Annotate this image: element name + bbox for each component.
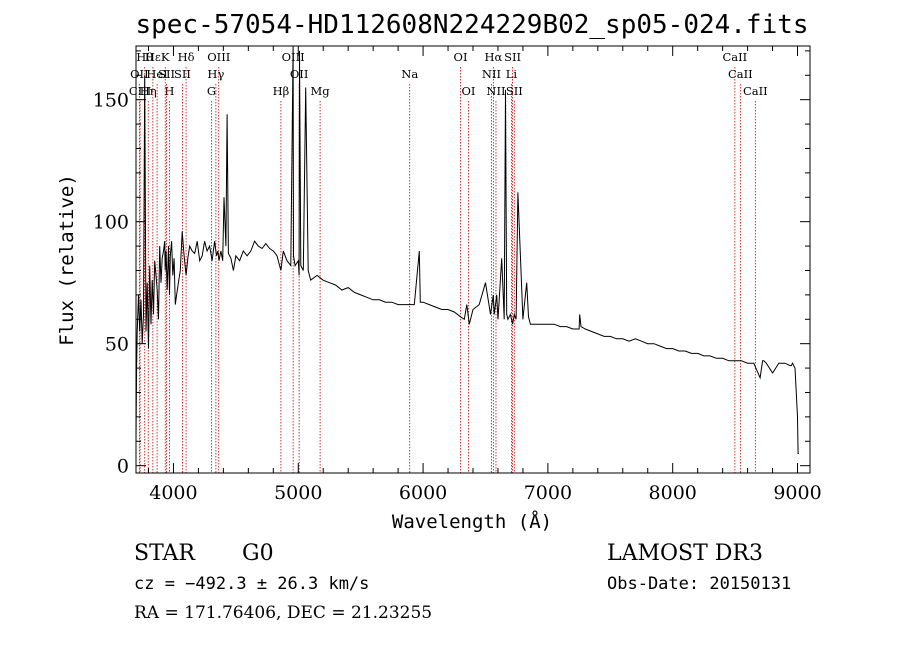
line-label-10: SII [174, 67, 191, 81]
y-axis-ticks: 0 50 100 150 [93, 50, 810, 478]
chart-title: spec-57054-HD112608N224229B02_sp05-024.f… [135, 10, 808, 40]
line-label-20: OI [462, 84, 476, 98]
line-label-24: Li [506, 67, 518, 81]
line-label-12: OIII [207, 50, 230, 64]
observation-date: Obs-Date: 20150131 [607, 574, 791, 594]
line-label-8: SII [158, 67, 175, 81]
line-label-2: OII [130, 67, 149, 81]
x-axis-label: Wavelength (Å) [392, 510, 552, 533]
x-tick-label: 4000 [149, 482, 197, 504]
survey-name: LAMOST DR3 [607, 541, 763, 566]
x-tick-label: 5000 [274, 482, 322, 504]
line-label-13: G [207, 84, 216, 98]
line-label-0: Hθ [136, 50, 153, 64]
line-label-17: Mg [311, 84, 331, 98]
redshift-velocity: cz = −492.3 ± 26.3 km/s [134, 574, 369, 594]
spectrum-line [135, 45, 799, 454]
line-label-9: Hδ [178, 50, 195, 64]
object-class: STAR [134, 541, 196, 566]
line-label-5: HeI [146, 67, 167, 81]
y-tick-label: 100 [93, 212, 129, 234]
line-label-14: Hβ [273, 84, 290, 98]
line-label-19: OI [454, 50, 468, 64]
x-tick-label: 9000 [773, 482, 821, 504]
x-tick-label: 7000 [524, 482, 572, 504]
plot-frame [135, 45, 811, 474]
line-label-6: K [161, 50, 170, 64]
line-label-22: NII [482, 67, 501, 81]
x-tick-label: 6000 [399, 482, 447, 504]
line-label-7: H [164, 84, 174, 98]
x-axis-ticks: 4000 5000 6000 7000 8000 9000 [147, 46, 822, 504]
line-label-11: Hγ [207, 67, 224, 81]
line-label-3: CIII [129, 84, 151, 98]
line-label-4: Hε [145, 50, 161, 64]
y-tick-label: 0 [117, 456, 129, 478]
coordinates: RA = 171.76406, DEC = 21.23255 [134, 603, 432, 623]
line-label-18: Na [401, 67, 418, 81]
line-label-25: SII [504, 50, 521, 64]
line-label-27: CaII [722, 50, 747, 64]
x-tick-label: 8000 [649, 482, 697, 504]
line-label-29: CaII [743, 84, 768, 98]
object-subclass: G0 [242, 541, 274, 566]
line-label-23: NII [486, 84, 505, 98]
y-axis-label: Flux (relative) [56, 174, 78, 346]
line-label-28: CaII [728, 67, 753, 81]
y-tick-label: 150 [93, 90, 129, 112]
line-label-26: SII [506, 84, 523, 98]
line-label-21: Hα [484, 50, 502, 64]
y-tick-label: 50 [105, 334, 129, 356]
